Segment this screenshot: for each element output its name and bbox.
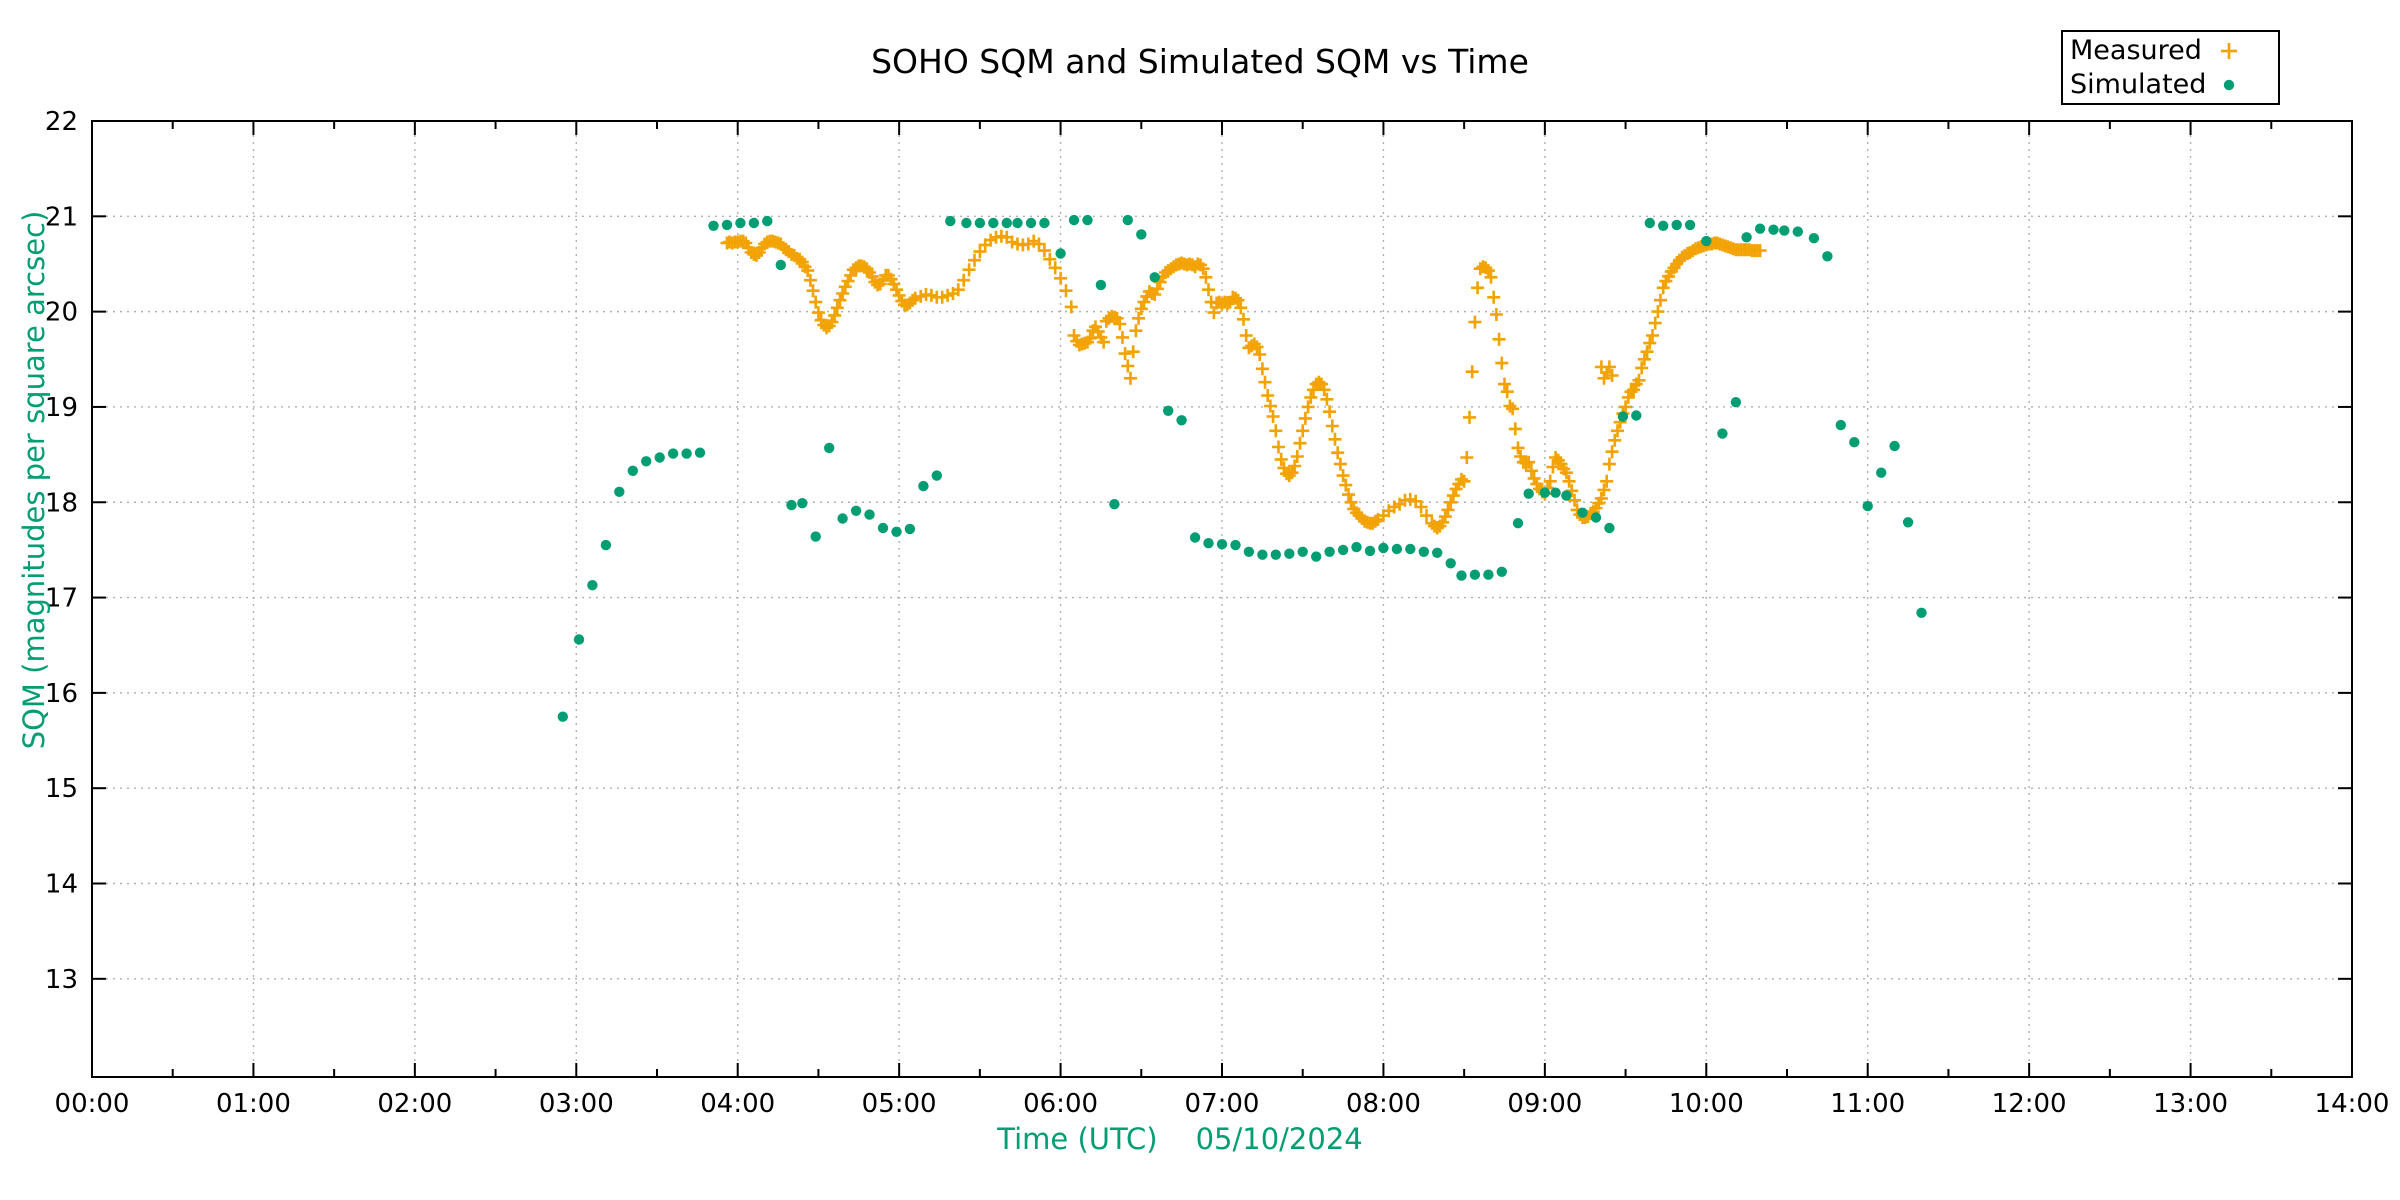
- x-axis-label-text: Time (UTC): [997, 1122, 1158, 1156]
- measured-plus-marker-icon: [2221, 43, 2237, 59]
- x-tick-label: 13:00: [2153, 1089, 2228, 1119]
- measured-series: [720, 229, 1767, 535]
- y-tick-label: 15: [45, 774, 78, 804]
- x-tick-label: 10:00: [1669, 1089, 1744, 1119]
- x-tick-label: 01:00: [216, 1089, 291, 1119]
- y-tick-label: 22: [45, 107, 78, 137]
- grid-lines: [92, 121, 2352, 1077]
- y-tick-label: 13: [45, 965, 78, 995]
- x-tick-label: 11:00: [1830, 1089, 1905, 1119]
- axis-ticks: [91, 120, 2353, 1077]
- y-tick-label: 14: [45, 870, 78, 900]
- x-axis-label: Time (UTC) 05/10/2024: [997, 1122, 1362, 1156]
- y-tick-labels: 13 14 15 16 17 18 19 20 21 22: [45, 107, 78, 995]
- y-axis-label: SQM (magnitudes per square arcsec): [17, 210, 51, 750]
- x-tick-label: 14:00: [2315, 1089, 2390, 1119]
- x-tick-label: 06:00: [1023, 1089, 1098, 1119]
- y-tick-label: 21: [45, 202, 78, 232]
- x-tick-label: 07:00: [1185, 1089, 1260, 1119]
- x-tick-label: 08:00: [1346, 1089, 1421, 1119]
- x-tick-label: 09:00: [1507, 1089, 1582, 1119]
- x-axis-date: 05/10/2024: [1195, 1122, 1363, 1156]
- x-tick-label: 02:00: [377, 1089, 452, 1119]
- legend-row-simulated: Simulated: [2063, 68, 2278, 102]
- x-tick-labels: 00:00 01:00 02:00 03:00 04:00 05:00 06:00 07:00…: [55, 1089, 2390, 1119]
- y-tick-label: 16: [45, 679, 78, 709]
- x-tick-label: 12:00: [1992, 1089, 2067, 1119]
- x-tick-label: 00:00: [55, 1089, 130, 1119]
- x-tick-label: 05:00: [862, 1089, 937, 1119]
- simulated-series: [557, 214, 1927, 722]
- y-tick-label: 17: [45, 584, 78, 614]
- legend-label-simulated: Simulated: [2070, 69, 2207, 100]
- legend-row-measured: Measured: [2063, 34, 2278, 68]
- y-tick-label: 18: [45, 488, 78, 518]
- x-tick-label: 04:00: [700, 1089, 775, 1119]
- y-tick-label: 19: [45, 393, 78, 423]
- chart-title: SOHO SQM and Simulated SQM vs Time: [871, 42, 1529, 81]
- y-tick-label: 20: [45, 298, 78, 328]
- simulated-dot-marker-icon: [2223, 79, 2235, 91]
- x-tick-label: 03:00: [539, 1089, 614, 1119]
- legend-box: Measured Simulated: [2061, 30, 2280, 105]
- legend-label-measured: Measured: [2070, 35, 2202, 66]
